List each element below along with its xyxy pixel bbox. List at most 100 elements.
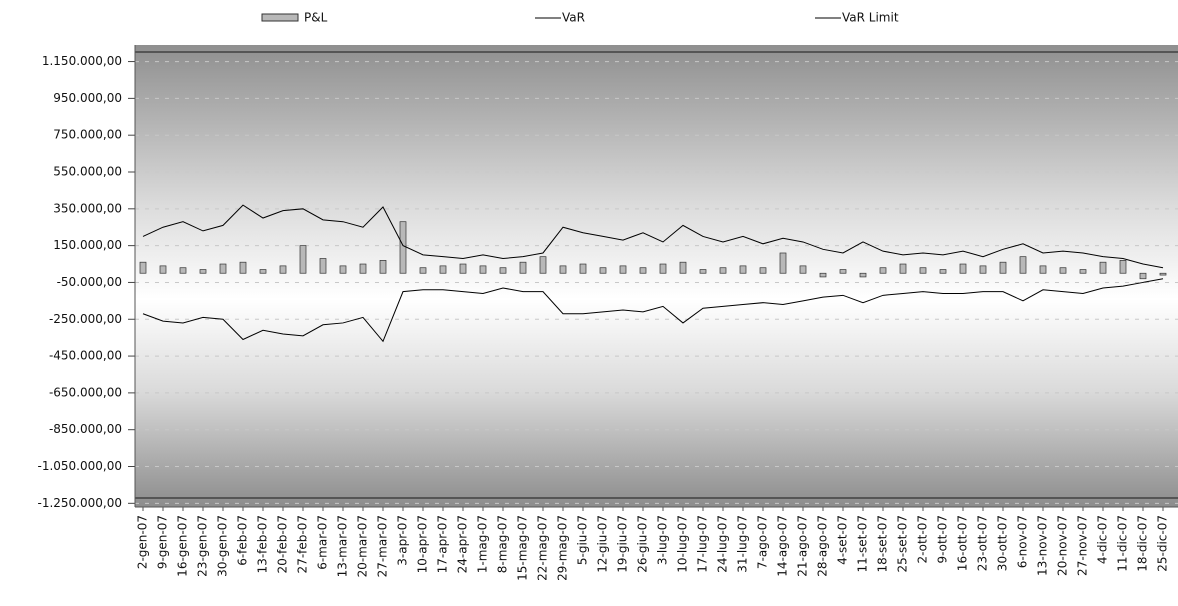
y-tick-label: -1.250.000,00: [38, 496, 123, 510]
x-tick-label: 25-dic-07: [1156, 515, 1170, 572]
x-tick-label: 3-apr-07: [396, 515, 410, 566]
bar: [859, 272, 867, 278]
bar: [1159, 272, 1167, 276]
x-tick-label: 13-feb-07: [256, 515, 270, 573]
bar: [339, 265, 347, 274]
bar: [399, 221, 407, 274]
bar: [679, 261, 687, 274]
x-tick-label: 10-apr-07: [416, 515, 430, 573]
x-tick-label: 2-gen-07: [136, 515, 150, 569]
y-tick-label: -850.000,00: [49, 422, 122, 436]
bar: [819, 272, 827, 278]
bar: [159, 265, 167, 274]
x-tick-label: 25-set-07: [896, 515, 910, 573]
x-tick-label: 29-mag-07: [556, 515, 570, 581]
bar: [659, 263, 667, 274]
x-tick-label: 23-gen-07: [196, 515, 210, 577]
legend-label: VaR Limit: [842, 11, 899, 25]
x-tick-label: 4-dic-07: [1096, 515, 1110, 564]
bar: [759, 267, 767, 274]
bar: [599, 267, 607, 274]
x-tick-label: 9-ott-07: [936, 515, 950, 564]
bar: [1059, 267, 1067, 274]
x-tick-label: 1-mag-07: [476, 515, 490, 573]
x-tick-label: 20-nov-07: [1056, 515, 1070, 576]
bar: [899, 263, 907, 274]
x-tick-label: 24-lug-07: [716, 515, 730, 573]
line: [142, 204, 1164, 269]
bar: [959, 263, 967, 274]
bar: [359, 263, 367, 274]
y-tick-label: -450.000,00: [49, 349, 122, 363]
bar: [259, 269, 267, 274]
bar: [779, 252, 787, 274]
x-tick-label: 20-mar-07: [356, 515, 370, 577]
x-tick-label: 12-giu-07: [596, 515, 610, 573]
x-tick-label: 30-ott-07: [996, 515, 1010, 571]
x-tick-label: 17-lug-07: [696, 515, 710, 573]
bar: [799, 265, 807, 274]
bar: [279, 265, 287, 274]
x-tick-label: 13-mar-07: [336, 515, 350, 577]
x-tick-label: 31-lug-07: [736, 515, 750, 573]
x-tick-label: 26-giu-07: [636, 515, 650, 573]
bar: [419, 267, 427, 274]
line: [142, 278, 1164, 343]
bar: [739, 265, 747, 274]
bar: [379, 260, 387, 274]
bar: [299, 245, 307, 274]
bar: [219, 263, 227, 274]
x-tick-label: 10-lug-07: [676, 515, 690, 573]
x-tick-label: 27-mar-07: [376, 515, 390, 577]
x-tick-label: 21-ago-07: [796, 515, 810, 577]
y-tick-label: 750.000,00: [53, 128, 122, 142]
x-tick-label: 9-gen-07: [156, 515, 170, 569]
x-tick-label: 2-ott-07: [916, 515, 930, 564]
bar: [499, 267, 507, 274]
x-tick-label: 14-ago-07: [776, 515, 790, 577]
x-tick-label: 6-nov-07: [1016, 515, 1030, 568]
x-tick-label: 11-set-07: [856, 515, 870, 573]
bar: [319, 258, 327, 274]
bar: [839, 269, 847, 274]
bar: [559, 265, 567, 274]
x-tick-label: 17-apr-07: [436, 515, 450, 573]
x-tick-label: 22-mag-07: [536, 515, 550, 581]
x-tick-label: 27-nov-07: [1076, 515, 1090, 576]
bar: [519, 261, 527, 274]
legend-label: P&L: [304, 11, 328, 25]
y-tick-label: -50.000,00: [57, 275, 122, 289]
bar: [699, 269, 707, 274]
x-tick-label: 5-giu-07: [576, 515, 590, 565]
x-tick-label: 11-dic-07: [1116, 515, 1130, 572]
y-tick-label: 550.000,00: [53, 165, 122, 179]
bar: [199, 269, 207, 274]
x-tick-label: 7-ago-07: [756, 515, 770, 569]
legend-swatch: [261, 13, 299, 22]
x-tick-label: 8-mag-07: [496, 515, 510, 573]
bar: [979, 265, 987, 274]
x-tick-label: 16-gen-07: [176, 515, 190, 577]
x-tick-label: 30-gen-07: [216, 515, 230, 577]
bar: [139, 261, 147, 274]
bar: [999, 261, 1007, 274]
bar: [919, 267, 927, 274]
x-tick-label: 16-ott-07: [956, 515, 970, 571]
x-tick-label: 28-ago-07: [816, 515, 830, 577]
x-tick-label: 19-giu-07: [616, 515, 630, 573]
x-tick-label: 23-ott-07: [976, 515, 990, 571]
bar: [579, 263, 587, 274]
y-tick-label: 150.000,00: [53, 238, 122, 252]
bar: [539, 256, 547, 274]
y-tick-label: 350.000,00: [53, 201, 122, 215]
x-tick-label: 24-apr-07: [456, 515, 470, 573]
y-tick-label: -1.050.000,00: [38, 459, 123, 473]
x-tick-label: 15-mag-07: [516, 515, 530, 581]
bar: [939, 269, 947, 274]
bar: [1099, 261, 1107, 274]
x-tick-label: 3-lug-07: [656, 515, 670, 565]
bar: [619, 265, 627, 274]
bar: [1079, 269, 1087, 274]
x-tick-label: 20-feb-07: [276, 515, 290, 573]
